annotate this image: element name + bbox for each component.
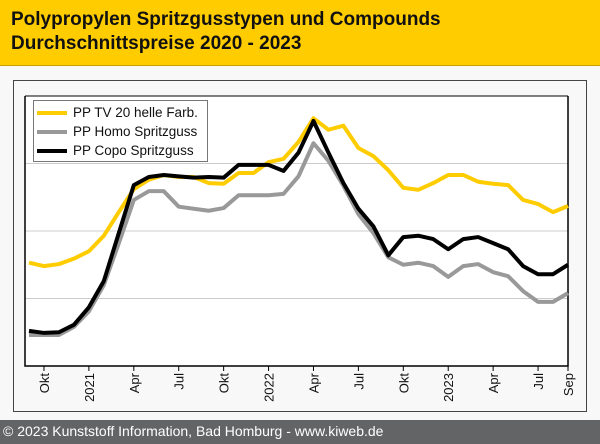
legend-item: PP Homo Spritzguss (37, 122, 204, 141)
axis-frame (24, 96, 569, 367)
title-line-1: Polypropylen Spritzgusstypen und Compoun… (11, 9, 441, 30)
legend-label: PP Copo Spritzguss (73, 143, 194, 158)
legend: PP TV 20 helle Farb. PP Homo Spritzguss … (33, 100, 208, 162)
legend-item: PP Copo Spritzguss (37, 141, 204, 160)
x-tick-label: Okt (37, 373, 52, 394)
x-tick-label: Jul (351, 373, 366, 390)
legend-swatch (37, 148, 67, 153)
x-tick-label: Apr (486, 372, 501, 393)
series-line (29, 141, 570, 337)
line-chart: Okt 2021 Apr Jul Okt 2022 Apr Jul Okt 2023 Apr Jul S… (24, 95, 576, 402)
series-line (28, 118, 570, 335)
x-tick-label: Jul (172, 373, 187, 390)
footer: © 2023 Kunststoff Information, Bad Hombu… (0, 420, 600, 444)
legend-swatch (37, 110, 67, 115)
x-tick-label: 2022 (262, 373, 277, 402)
x-tick-label: Apr (127, 372, 142, 393)
x-tick-label: Jul (531, 373, 546, 390)
series-line (28, 116, 569, 269)
title-bar: Polypropylen Spritzgusstypen und Compoun… (0, 0, 600, 66)
title-line-2: Durchschnittspreise 2020 - 2023 (11, 33, 302, 54)
x-tick-label: Okt (396, 373, 411, 394)
x-tick-label: 2021 (82, 373, 97, 402)
x-tick-label: Sep (561, 373, 576, 396)
legend-label: PP TV 20 helle Farb. (73, 105, 198, 120)
legend-label: PP Homo Spritzguss (73, 124, 198, 139)
x-tick-label: 2023 (441, 373, 456, 402)
x-tick-label: Apr (306, 372, 321, 393)
x-tick-label: Okt (217, 373, 232, 394)
legend-item: PP TV 20 helle Farb. (37, 103, 204, 122)
legend-swatch (37, 129, 67, 134)
